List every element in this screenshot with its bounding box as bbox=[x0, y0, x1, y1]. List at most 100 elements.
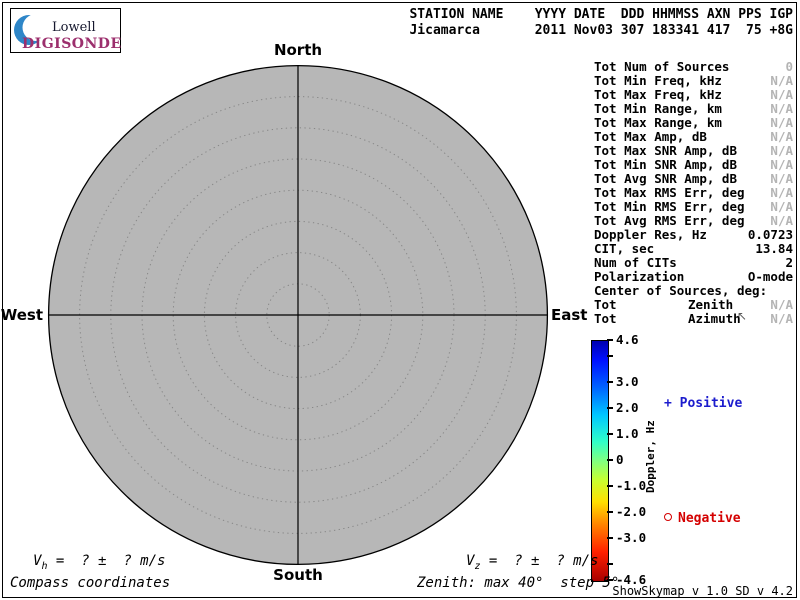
stat-value: 13.84 bbox=[755, 241, 793, 256]
stat-label: Tot Max SNR Amp, dB bbox=[594, 143, 737, 158]
logo-lowell-text: Lowell bbox=[52, 20, 96, 35]
colorbar-tick-label: 3.0 bbox=[616, 373, 639, 389]
horizontal-velocity-readout: Vh = ? ± ? m/s bbox=[33, 553, 166, 572]
stat-value: N/A bbox=[770, 185, 793, 200]
stat-sublabel: Azimuth bbox=[688, 311, 741, 326]
stat-value: N/A bbox=[770, 199, 793, 214]
stat-value: N/A bbox=[770, 115, 793, 130]
colorbar-tick bbox=[607, 579, 613, 581]
stat-row: Tot Max Range, km N/A bbox=[594, 116, 793, 130]
compass-label-north: North bbox=[273, 41, 323, 59]
colorbar-tick bbox=[607, 354, 613, 357]
colorbar-tick bbox=[607, 406, 613, 409]
stat-row: Tot Max Freq, kHz N/A bbox=[594, 88, 793, 102]
colorbar-tick bbox=[607, 380, 613, 383]
stat-row: Tot Zenith N/A bbox=[594, 298, 793, 312]
stat-label: Tot bbox=[594, 297, 617, 312]
stat-sublabel: Zenith bbox=[688, 297, 734, 312]
stat-value: N/A bbox=[770, 73, 793, 88]
colorbar-tick bbox=[607, 432, 613, 435]
stat-label: Tot Max RMS Err, deg bbox=[594, 185, 745, 200]
legend-negative-label: Negative bbox=[678, 511, 741, 526]
colorbar-tick-label: 0 bbox=[616, 452, 624, 468]
stat-label: Tot Max Range, km bbox=[594, 115, 722, 130]
compass-label-south: South bbox=[273, 566, 323, 584]
stat-value: 2 bbox=[785, 255, 793, 270]
stat-row: Tot Azimuth N/A bbox=[594, 312, 793, 326]
plus-marker-icon: + bbox=[664, 396, 672, 411]
stat-value: N/A bbox=[770, 101, 793, 116]
stat-label: Polarization bbox=[594, 269, 685, 284]
stat-label: CIT, sec bbox=[594, 241, 655, 256]
doppler-colorbar bbox=[591, 340, 609, 582]
colorbar-tick bbox=[607, 459, 613, 461]
stat-value: 0.0723 bbox=[747, 227, 793, 242]
coordinates-note: Compass coordinates bbox=[10, 575, 171, 591]
stat-row: Num of CITs 2 bbox=[594, 256, 793, 270]
stat-row: Tot Avg RMS Err, deg N/A bbox=[594, 214, 793, 228]
stat-row: Tot Avg SNR Amp, dB N/A bbox=[594, 172, 793, 186]
mouse-cursor-icon: ↖ bbox=[737, 309, 748, 323]
colorbar-tick-label: -2.0 bbox=[616, 504, 647, 520]
stat-row: Doppler Res, Hz 0.0723 bbox=[594, 228, 793, 242]
stat-row: Tot Num of Sources 0 bbox=[594, 60, 793, 74]
stat-row: Center of Sources, deg: bbox=[594, 284, 793, 298]
colorbar-tick bbox=[607, 511, 613, 514]
station-header-values: Jicamarca 2011 Nov03 307 183341 417 75 +… bbox=[409, 23, 793, 38]
legend-positive-label: Positive bbox=[679, 396, 743, 411]
colorbar-tick bbox=[607, 563, 613, 566]
zenith-scale-note: Zenith: max 40° step 5° bbox=[417, 575, 620, 591]
stat-label: Tot Min Freq, kHz bbox=[594, 73, 722, 88]
legend-positive: + Positive bbox=[664, 396, 742, 411]
stat-row: Tot Max RMS Err, deg N/A bbox=[594, 186, 793, 200]
stat-value: N/A bbox=[770, 213, 793, 228]
colorbar-tick bbox=[607, 485, 613, 488]
stat-value: O-mode bbox=[747, 269, 793, 284]
stat-label: Center of Sources, deg: bbox=[594, 283, 768, 298]
stat-label: Tot Avg SNR Amp, dB bbox=[594, 171, 737, 186]
stat-value: N/A bbox=[770, 129, 793, 144]
stat-label: Tot Max Freq, kHz bbox=[594, 87, 722, 102]
legend-negative: Negative bbox=[664, 511, 741, 526]
stat-row: Polarization O-mode bbox=[594, 270, 793, 284]
colorbar-tick bbox=[607, 339, 613, 341]
colorbar-tick-label: -4.6 bbox=[616, 572, 647, 588]
stat-row: Tot Max SNR Amp, dB N/A bbox=[594, 144, 793, 158]
stat-label: Tot bbox=[594, 311, 617, 326]
crescent-icon bbox=[14, 14, 50, 45]
colorbar-tick-label: 1.0 bbox=[616, 425, 639, 441]
stat-value: N/A bbox=[770, 171, 793, 186]
statistics-panel: Tot Num of Sources 0 Tot Min Freq, kHz N/A T… bbox=[594, 60, 793, 326]
doppler-axis-label: Doppler, Hz bbox=[644, 420, 657, 493]
compass-label-east: East bbox=[551, 306, 588, 324]
stat-value: 0 bbox=[785, 59, 793, 74]
stat-value: N/A bbox=[770, 157, 793, 172]
compass-label-west: West bbox=[0, 306, 43, 324]
stat-label: Num of CITs bbox=[594, 255, 677, 270]
circle-marker-icon bbox=[664, 513, 672, 521]
stat-value: N/A bbox=[770, 297, 793, 312]
software-version: ShowSkymap v 1.0 SD v 4.2 bbox=[612, 584, 793, 598]
station-header: STATION NAME YYYY DATE DDD HHMMSS AXN PP… bbox=[409, 7, 793, 39]
colorbar-tick-label: -1.0 bbox=[616, 478, 647, 494]
stat-label: Doppler Res, Hz bbox=[594, 227, 707, 242]
stat-row: Tot Min Range, km N/A bbox=[594, 102, 793, 116]
stat-label: Tot Min Range, km bbox=[594, 101, 722, 116]
skymap-plot bbox=[47, 64, 549, 566]
stat-label: Tot Num of Sources bbox=[594, 59, 730, 74]
stat-row: Tot Min SNR Amp, dB N/A bbox=[594, 158, 793, 172]
stat-row: Tot Max Amp, dB N/A bbox=[594, 130, 793, 144]
colorbar-tick-label: -3.0 bbox=[616, 530, 647, 546]
stat-row: Tot Min Freq, kHz N/A bbox=[594, 74, 793, 88]
colorbar-tick bbox=[607, 537, 613, 540]
stat-row: CIT, sec 13.84 bbox=[594, 242, 793, 256]
stat-row: Tot Min RMS Err, deg N/A bbox=[594, 200, 793, 214]
stat-value: N/A bbox=[770, 87, 793, 102]
stat-label: Tot Min SNR Amp, dB bbox=[594, 157, 737, 172]
station-header-labels: STATION NAME YYYY DATE DDD HHMMSS AXN PP… bbox=[409, 7, 793, 22]
stat-value: N/A bbox=[770, 143, 793, 158]
stat-label: Tot Avg RMS Err, deg bbox=[594, 213, 745, 228]
colorbar-tick-label: 2.0 bbox=[616, 399, 639, 415]
lowell-digisonde-logo: Lowell DIGISONDE bbox=[10, 8, 121, 53]
